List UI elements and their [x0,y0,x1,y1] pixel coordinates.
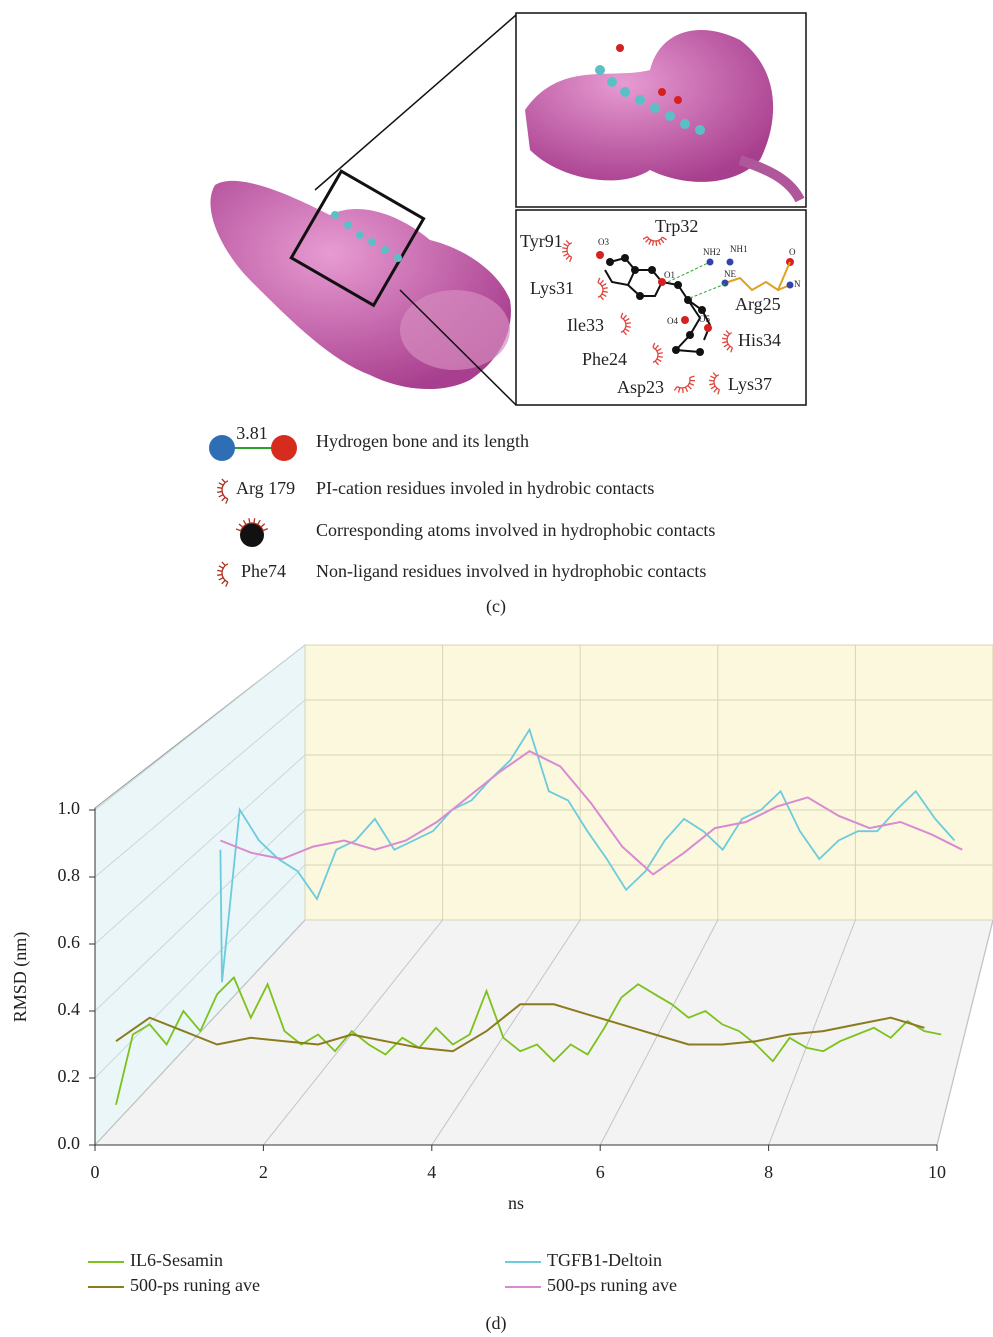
grid-line [94,809,306,1012]
contact-symbol [673,375,696,394]
atom-label: N [794,279,801,289]
contact-arc [646,236,663,242]
contact-spokes [722,330,734,353]
residue-label: Lys37 [728,374,772,394]
x-tick-label: 6 [596,1162,605,1182]
atom-label: O [789,247,796,257]
contact-spokes [652,342,663,366]
grid-line [94,864,306,1079]
legend-label: TGFB1-Deltoin [547,1250,662,1270]
protein-surface [210,14,517,406]
legend-sample: 3.81 [236,423,268,443]
contact-arc [652,346,659,364]
contact-arc [221,563,229,583]
residue-label: Lys31 [530,278,574,298]
atom-label: NH1 [730,244,748,254]
legend-sample: Arg 179 [236,478,295,498]
panel-label: (c) [486,596,506,617]
contact-arc [240,522,264,532]
x-axis-title: ns [508,1193,524,1213]
contact-spokes [620,312,631,336]
contact-arc [221,480,229,500]
contact-symbol [722,330,734,353]
contact-symbol [562,239,573,263]
contact-symbol [642,236,667,246]
chart-layer: 0.0 0.2 0.4 0.6 0.8 1.0 0 2 4 6 8 10 ns RMSD (nm) [10,644,993,1213]
grid-line [431,919,581,1146]
contact-symbol [235,518,269,532]
contact-symbol [217,561,229,587]
contact-spokes [562,239,573,263]
contact-arc [726,332,733,349]
contact-symbol [620,312,631,336]
y-tick-label: 0.8 [58,865,81,885]
x-tick-label: 10 [928,1162,946,1182]
legend-label: 500-ps runing ave [130,1275,260,1295]
atom-label: O1 [664,270,675,280]
x-tick-label: 4 [427,1162,436,1182]
grid-line [94,644,306,811]
y-axis-title: RMSD (nm) [10,932,31,1023]
contact-spokes [597,277,608,301]
atom-label: NE [724,269,736,279]
series-line [219,727,956,983]
series-line [220,750,963,876]
grid-line [94,699,306,878]
legend-text: Corresponding atoms involved in hydropho… [316,520,715,540]
contact-spokes [673,375,696,394]
legend-text: PI-cation residues involed in hydrobic c… [316,478,654,498]
contact-spokes [217,478,229,504]
x-tick-label: 2 [259,1162,268,1182]
grid-line [94,754,306,945]
residue-label: Arg25 [735,294,781,314]
residue-label: His34 [738,330,781,350]
residue-label: Trp32 [655,216,698,236]
atom-label: O4 [667,316,678,326]
atom-label: O5 [699,314,710,324]
interaction-diagram [515,209,807,406]
y-tick-label: 0.6 [58,932,81,952]
x-tick-label: 8 [764,1162,773,1182]
legend-text: Non-ligand residues involved in hydropho… [316,561,706,581]
legend-symbols [209,435,297,547]
atom-label: O3 [598,237,609,247]
grid-line [936,919,993,1146]
panel-label: (d) [486,1313,507,1334]
contact-symbol [597,277,608,301]
contact-spokes [709,372,721,395]
inset-zoom [515,12,807,208]
contact-symbol [709,372,721,395]
y-tick-label: 1.0 [58,798,81,818]
residue-label: Asp23 [617,377,664,397]
contact-arc [566,242,573,258]
contact-spokes [642,236,667,246]
contact-arc [597,281,604,299]
contact-symbol [652,342,663,366]
contact-arc [713,374,720,391]
legend-label: 500-ps runing ave [547,1275,677,1295]
plot-walls [93,643,993,1147]
residue-label: Ile33 [567,315,604,335]
series-line [115,975,942,1106]
x-tick-label: 0 [91,1162,100,1182]
grid-line [94,919,306,1146]
contact-spokes [235,518,269,532]
legend-label: IL6-Sesamin [130,1250,223,1270]
y-tick-label: 0.0 [58,1133,81,1153]
residue-label: Tyr91 [520,231,563,251]
series-line [115,1003,925,1053]
contact-arc [620,316,627,334]
contact-spokes [217,561,229,587]
legend-text: Hydrogen bone and its length [316,431,529,451]
y-tick-label: 0.4 [58,999,81,1019]
residue-label: Phe24 [582,349,627,369]
contact-arc [676,377,691,389]
contact-symbol [217,478,229,504]
atom-label: NH2 [703,247,721,257]
grid-line [599,919,719,1146]
legend-sample: Phe74 [241,561,286,581]
y-tick-label: 0.2 [58,1066,81,1086]
